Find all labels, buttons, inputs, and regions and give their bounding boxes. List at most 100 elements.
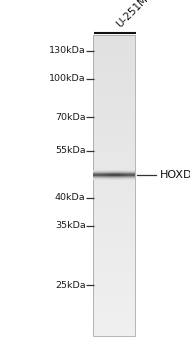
Bar xyxy=(93,65,135,70)
Bar xyxy=(127,170,128,180)
Bar xyxy=(93,186,135,190)
Bar xyxy=(100,170,101,180)
Text: 40kDa: 40kDa xyxy=(55,193,86,202)
Text: 70kDa: 70kDa xyxy=(55,113,86,122)
Bar xyxy=(93,271,135,276)
Bar xyxy=(93,130,135,135)
Bar xyxy=(93,40,135,45)
Bar xyxy=(120,170,121,180)
Bar xyxy=(110,170,111,180)
Bar xyxy=(104,170,106,180)
Bar xyxy=(117,170,118,180)
Bar xyxy=(93,261,135,266)
Bar xyxy=(99,170,100,180)
Text: 55kDa: 55kDa xyxy=(55,146,86,155)
Bar xyxy=(93,301,135,306)
Bar xyxy=(93,256,135,261)
Bar xyxy=(93,170,94,180)
Bar xyxy=(93,50,135,55)
Bar xyxy=(93,196,135,201)
Bar xyxy=(93,160,135,166)
Bar xyxy=(134,170,135,180)
Bar xyxy=(93,170,135,175)
Bar xyxy=(93,190,135,196)
Bar xyxy=(93,241,135,246)
Bar xyxy=(93,211,135,216)
Bar xyxy=(93,110,135,115)
Bar xyxy=(93,166,135,170)
Bar xyxy=(93,181,135,186)
Bar xyxy=(93,105,135,110)
Bar xyxy=(93,326,135,331)
Bar xyxy=(122,170,124,180)
Bar xyxy=(93,236,135,241)
Bar xyxy=(93,35,135,40)
Text: 130kDa: 130kDa xyxy=(49,46,86,55)
Bar xyxy=(93,331,135,336)
Bar xyxy=(93,216,135,220)
Text: 35kDa: 35kDa xyxy=(55,221,86,230)
Bar xyxy=(118,170,120,180)
Bar xyxy=(93,60,135,65)
Bar xyxy=(93,75,135,80)
Bar xyxy=(131,170,132,180)
Bar xyxy=(132,170,134,180)
Bar xyxy=(108,170,110,180)
Bar xyxy=(106,170,107,180)
Bar xyxy=(93,55,135,60)
Bar xyxy=(128,170,129,180)
Bar xyxy=(93,251,135,256)
Bar xyxy=(93,231,135,236)
Bar xyxy=(93,90,135,95)
Bar xyxy=(93,115,135,120)
Text: U-251MG: U-251MG xyxy=(115,0,156,30)
Bar xyxy=(101,170,103,180)
Bar xyxy=(93,286,135,291)
Bar xyxy=(93,175,135,181)
Bar xyxy=(93,291,135,296)
Bar xyxy=(93,95,135,100)
Bar xyxy=(103,170,104,180)
Bar xyxy=(93,125,135,130)
Bar xyxy=(93,220,135,226)
Bar xyxy=(96,170,97,180)
Bar xyxy=(93,316,135,321)
Bar xyxy=(129,170,131,180)
Bar xyxy=(93,140,135,145)
Text: HOXD3: HOXD3 xyxy=(160,170,190,180)
Bar xyxy=(94,170,96,180)
Bar xyxy=(111,170,113,180)
Bar xyxy=(93,296,135,301)
Text: 25kDa: 25kDa xyxy=(55,281,86,290)
Bar xyxy=(114,170,115,180)
Bar xyxy=(93,281,135,286)
Bar xyxy=(93,321,135,326)
Bar xyxy=(93,45,135,50)
Bar xyxy=(93,155,135,160)
Bar xyxy=(93,85,135,90)
Bar xyxy=(93,150,135,155)
Bar xyxy=(93,205,135,211)
Bar xyxy=(93,201,135,205)
Bar xyxy=(93,246,135,251)
Bar xyxy=(97,170,99,180)
Bar xyxy=(93,311,135,316)
Bar xyxy=(113,170,114,180)
Bar xyxy=(124,170,125,180)
Bar xyxy=(115,170,117,180)
Bar xyxy=(93,276,135,281)
Bar xyxy=(93,266,135,271)
Text: 100kDa: 100kDa xyxy=(49,74,86,83)
Bar xyxy=(93,70,135,75)
Bar xyxy=(93,80,135,85)
Bar xyxy=(93,135,135,140)
Bar xyxy=(93,306,135,311)
Bar xyxy=(121,170,122,180)
Bar xyxy=(93,120,135,125)
Bar xyxy=(93,100,135,105)
Bar xyxy=(93,35,135,336)
Bar xyxy=(93,145,135,150)
Bar xyxy=(107,170,108,180)
Bar xyxy=(93,226,135,231)
Bar xyxy=(125,170,127,180)
